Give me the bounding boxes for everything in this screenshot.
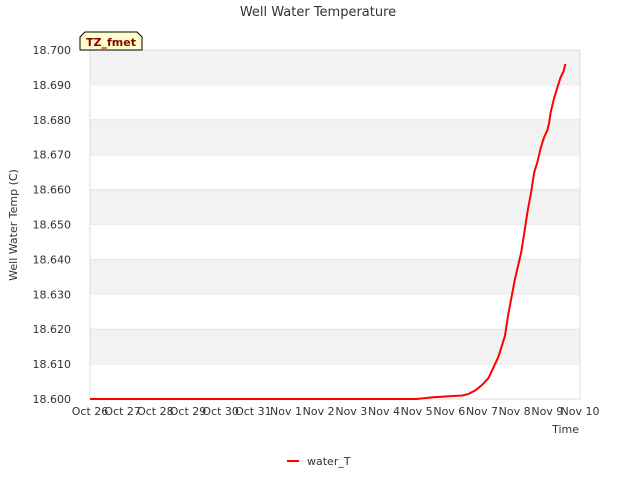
y-tick-label: 18.690 [33, 79, 72, 92]
y-axis-ticks: 18.600 18.610 18.620 18.630 18.640 18.650 18.6… [33, 44, 72, 406]
x-tick-label: Nov 8 [499, 405, 531, 418]
grid-band [90, 50, 580, 85]
y-tick-label: 18.640 [33, 253, 72, 266]
x-tick-label: Nov 6 [433, 405, 465, 418]
x-tick-label: Nov 3 [335, 405, 367, 418]
y-tick-label: 18.650 [33, 219, 72, 232]
y-tick-label: 18.700 [33, 44, 72, 57]
x-tick-label: Nov 2 [303, 405, 335, 418]
y-tick-label: 18.610 [33, 358, 72, 371]
site-badge-shape [79, 31, 143, 51]
x-tick-label: Nov 7 [466, 405, 498, 418]
x-tick-label: Nov 5 [401, 405, 433, 418]
legend-label-water-t: water_T [307, 455, 351, 468]
site-badge: TZ_fmet [79, 31, 143, 51]
y-tick-label: 18.680 [33, 114, 72, 127]
y-axis-label: Well Water Temp (C) [7, 169, 20, 281]
grid-band [90, 189, 580, 225]
legend: water_T [287, 455, 351, 468]
x-tick-label: Oct 26 [72, 405, 109, 418]
x-tick-label: Nov 9 [531, 405, 563, 418]
x-tick-label: Oct 28 [137, 405, 174, 418]
chart-title: Well Water Temperature [240, 5, 396, 20]
y-tick-label: 18.600 [33, 393, 72, 406]
x-tick-label: Nov 4 [368, 405, 400, 418]
x-tick-label: Oct 27 [104, 405, 141, 418]
x-tick-label: Nov 10 [561, 405, 600, 418]
x-tick-label: Oct 30 [202, 405, 239, 418]
grid-band [90, 329, 580, 365]
y-tick-label: 18.670 [33, 149, 72, 162]
x-tick-label: Nov 1 [270, 405, 302, 418]
site-badge-text: TZ_fmet [86, 36, 136, 49]
series-line-water-t [90, 63, 567, 400]
y-tick-label: 18.630 [33, 288, 72, 301]
x-tick-label: Oct 31 [235, 405, 272, 418]
y-tick-label: 18.660 [33, 184, 72, 197]
y-tick-label: 18.620 [33, 323, 72, 336]
grid-band [90, 119, 580, 155]
x-axis-label: Time [551, 423, 579, 436]
x-tick-label: Oct 29 [170, 405, 207, 418]
grid-band [90, 259, 580, 295]
grid-bands [90, 49, 580, 365]
